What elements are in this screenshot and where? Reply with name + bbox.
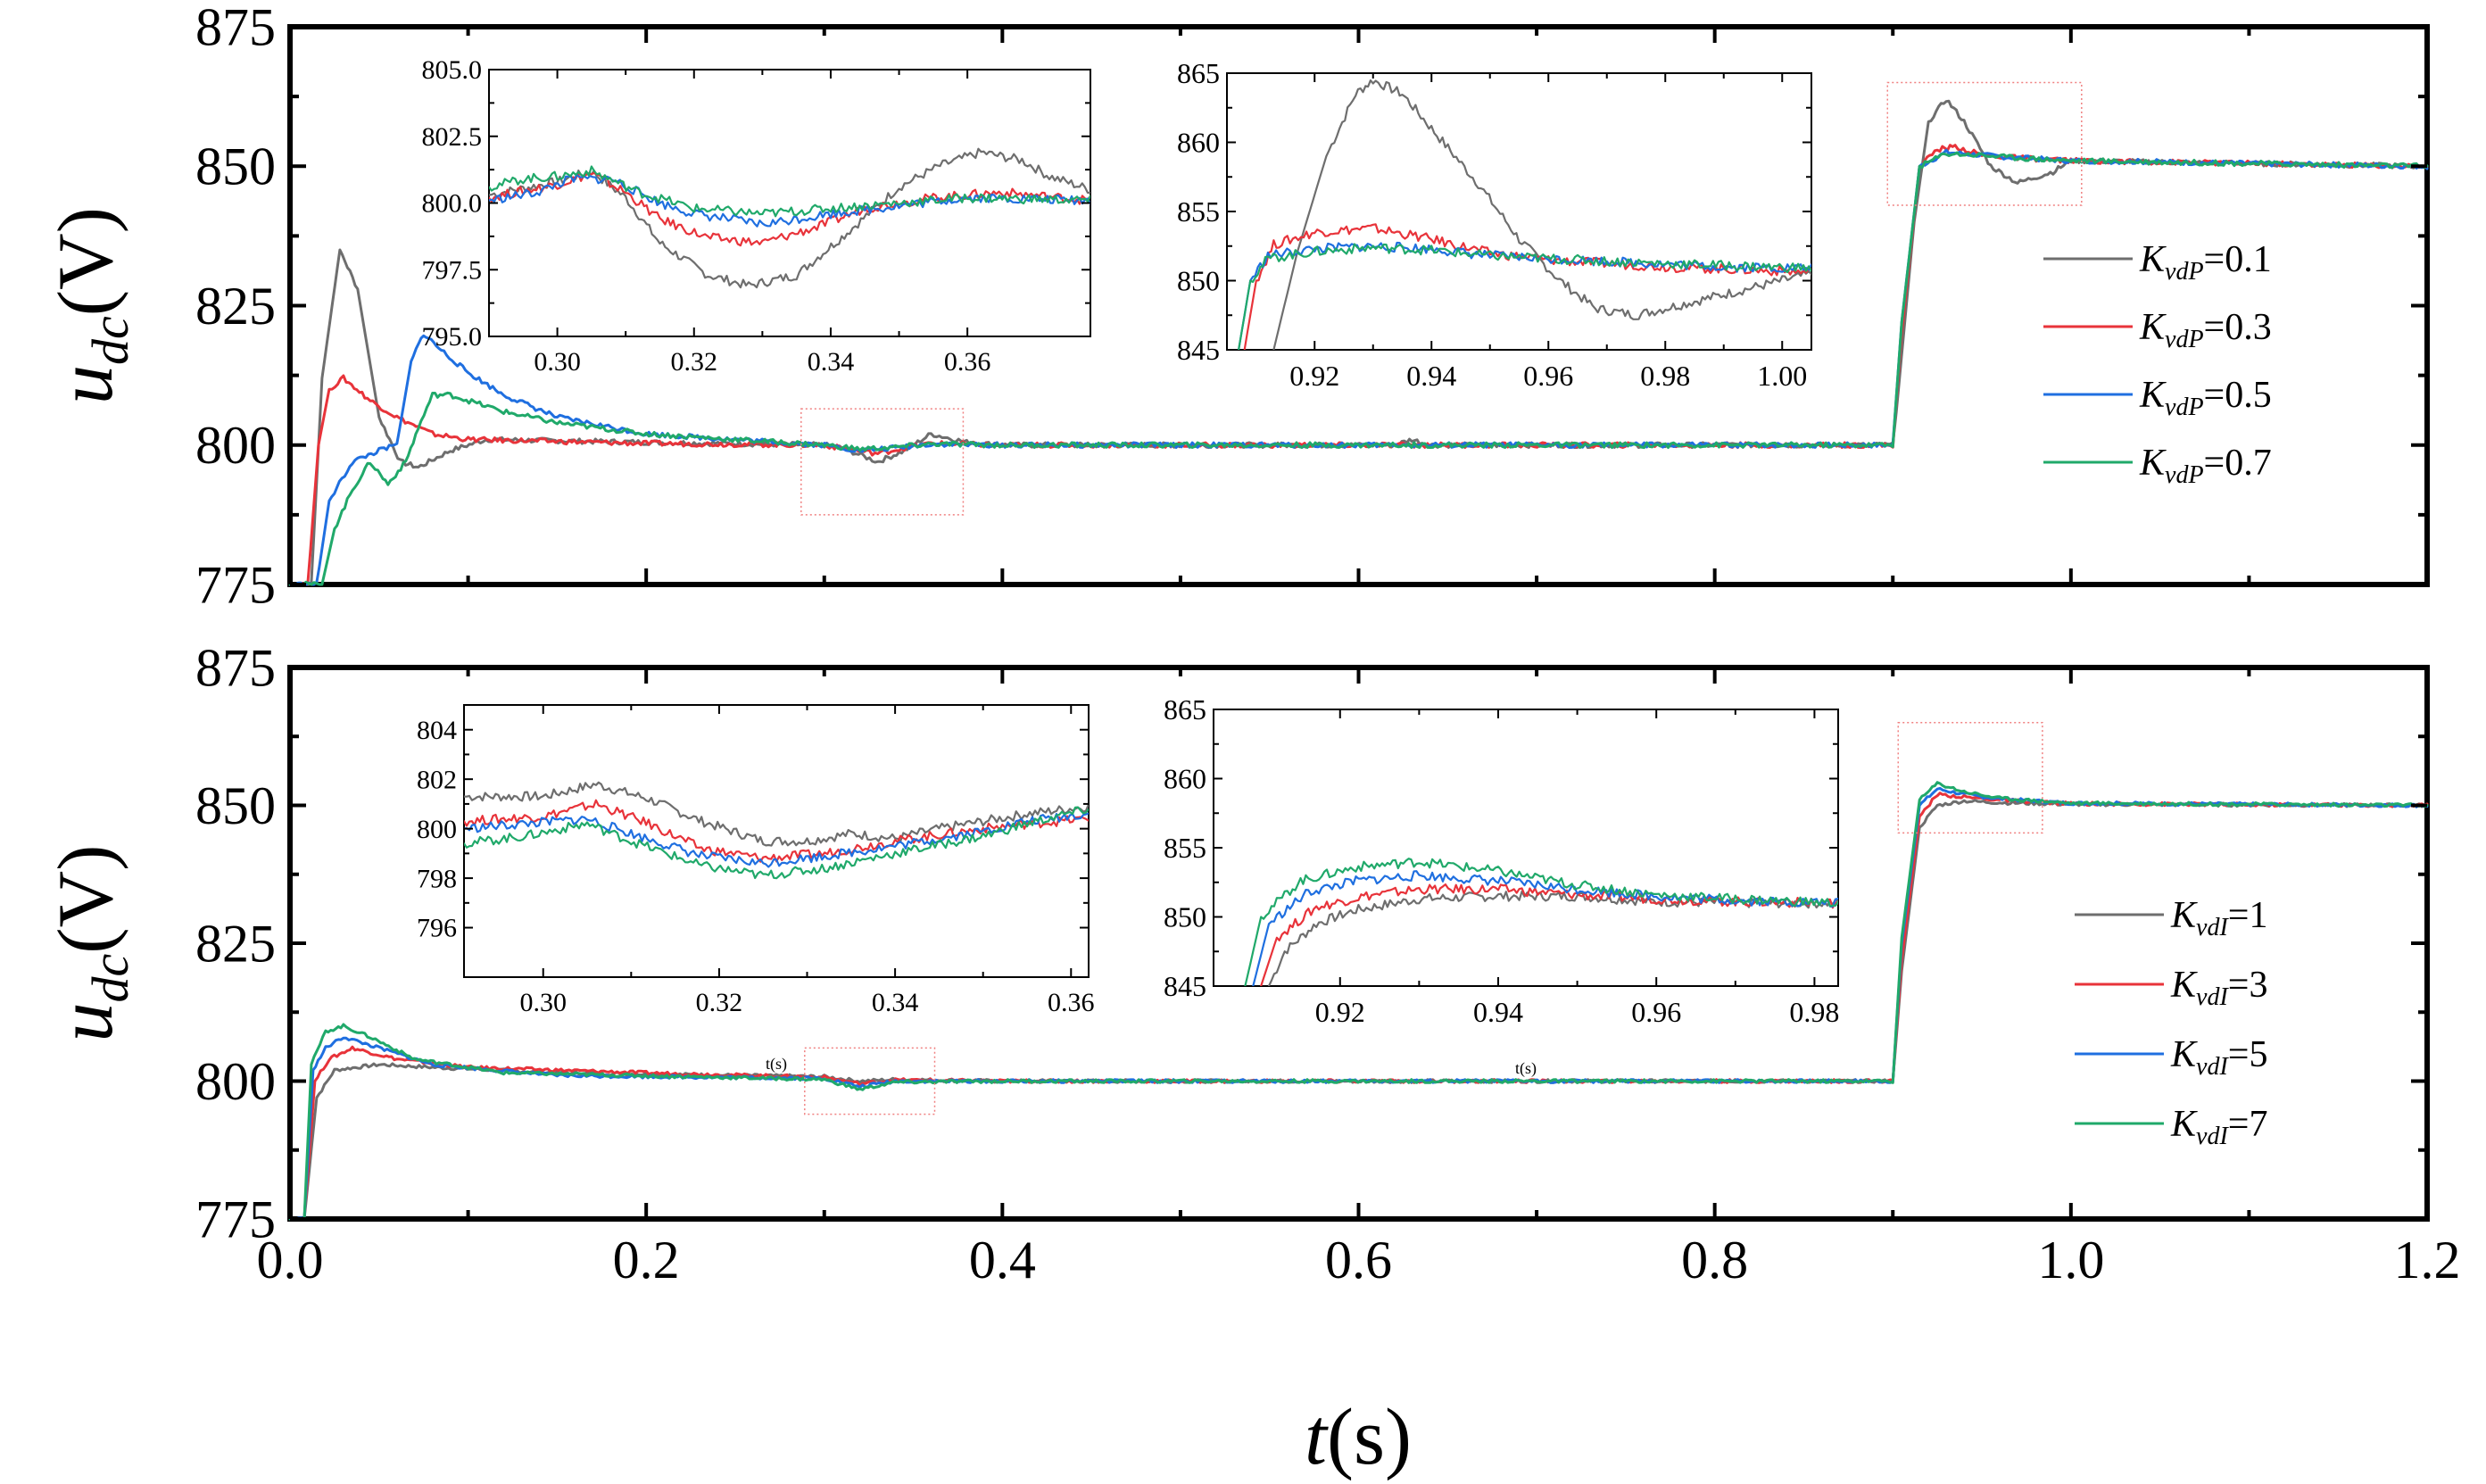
ytick-label-inset-top-left-1: 797.5: [422, 255, 483, 285]
legend-label-main-bottom-4: KvdI=7: [2170, 1104, 2267, 1150]
series-line-inset-top-left-3: [489, 173, 1090, 228]
legend-label-main-top-1: KvdP=0.1: [2139, 239, 2272, 286]
xtick-label-main-bottom-5: 1.0: [2037, 1231, 2104, 1289]
ytick-label-main-top-0: 775: [195, 555, 276, 614]
legend-label-main-top-3: KvdP=0.5: [2139, 375, 2272, 421]
ytick-label-main-bottom-4: 875: [195, 638, 276, 697]
xtick-label-inset-top-right-1: 0.94: [1406, 360, 1456, 392]
ytick-label-inset-top-right-0: 845: [1177, 334, 1220, 366]
legend-label-main-bottom-1: KvdI=1: [2170, 895, 2267, 941]
xtick-label-inset-bottom-left-1: 0.32: [696, 988, 743, 1017]
ytick-label-main-top-4: 875: [195, 0, 276, 56]
ytick-label-main-top-2: 825: [195, 277, 276, 336]
series-group-inset-bottom-left: [464, 781, 1089, 880]
xtick-label-main-bottom-3: 0.6: [1325, 1231, 1392, 1289]
ytick-label-main-bottom-3: 850: [195, 776, 276, 835]
series-group-inset-top-right: [1238, 79, 1811, 350]
inset-axis-note-1: t(s): [766, 1055, 787, 1074]
xtick-label-inset-bottom-right-1: 0.94: [1473, 996, 1523, 1028]
ytick-label-inset-bottom-right-4: 865: [1164, 693, 1206, 725]
ytick-label-main-bottom-1: 800: [195, 1052, 276, 1111]
legend-label-main-bottom-2: KvdI=3: [2170, 965, 2267, 1011]
plot-frame-inset-top-left: [488, 69, 1091, 337]
zoom-box-top-right: [1886, 81, 2083, 206]
series-group-inset-top-left: [489, 147, 1090, 289]
ylabel-main-bottom: udc(V): [43, 845, 139, 1042]
xlabel: t(s): [1305, 1393, 1412, 1481]
legend-label-main-top-2: KvdP=0.3: [2139, 307, 2272, 353]
series-line-inset-top-right-4: [1238, 243, 1811, 350]
xtick-label-inset-bottom-left-2: 0.34: [872, 988, 919, 1017]
ytick-label-inset-bottom-left-0: 796: [417, 914, 457, 943]
xtick-label-inset-top-right-3: 0.98: [1640, 360, 1690, 392]
xtick-label-main-bottom-1: 0.2: [613, 1231, 680, 1289]
series-line-inset-top-left-4: [489, 165, 1090, 218]
ytick-label-inset-top-right-1: 850: [1177, 264, 1220, 296]
series-line-inset-bottom-left-2: [464, 799, 1089, 863]
xtick-label-inset-bottom-right-0: 0.92: [1315, 996, 1365, 1028]
xtick-label-main-bottom-6: 1.2: [2394, 1231, 2461, 1289]
inset-top-right: [1226, 72, 1812, 351]
ytick-label-inset-top-left-0: 795.0: [422, 322, 483, 352]
series-group-inset-bottom-right: [1244, 858, 1838, 986]
ytick-label-inset-top-right-2: 855: [1177, 195, 1220, 228]
inset-axis-note-2: t(s): [1515, 1059, 1537, 1078]
zoom-box-bottom-right: [1897, 722, 2043, 834]
ytick-label-inset-top-left-3: 802.5: [422, 122, 483, 152]
series-line-inset-bottom-left-3: [464, 812, 1089, 868]
ytick-label-inset-top-left-2: 800.0: [422, 189, 483, 219]
xtick-label-inset-top-right-4: 1.00: [1757, 360, 1807, 392]
xtick-label-main-bottom-4: 0.8: [1681, 1231, 1748, 1289]
series-line-inset-top-right-1: [1272, 79, 1811, 350]
ytick-label-main-top-1: 800: [195, 416, 276, 475]
xtick-label-inset-top-left-0: 0.30: [534, 347, 581, 377]
series-line-inset-bottom-left-4: [464, 806, 1089, 880]
xtick-label-inset-bottom-left-0: 0.30: [519, 988, 567, 1017]
inset-bottom-left: [463, 704, 1090, 978]
inset-bottom-right: [1213, 709, 1839, 987]
ytick-label-inset-bottom-left-3: 802: [417, 765, 457, 794]
xtick-label-inset-top-left-3: 0.36: [944, 347, 991, 377]
ytick-label-inset-bottom-left-1: 798: [417, 864, 457, 893]
series-line-main-top-4: [288, 151, 2429, 586]
xtick-label-inset-bottom-left-3: 0.36: [1048, 988, 1095, 1017]
ylabel-main-top: udc(V): [43, 207, 139, 404]
xtick-label-inset-top-left-2: 0.34: [808, 347, 855, 377]
xtick-label-main-bottom-2: 0.4: [969, 1231, 1036, 1289]
xtick-label-inset-top-left-1: 0.32: [671, 347, 718, 377]
xtick-label-inset-top-right-0: 0.92: [1289, 360, 1339, 392]
inset-top-left: [488, 69, 1091, 337]
ytick-label-inset-top-left-4: 805.0: [422, 55, 483, 85]
ytick-label-inset-bottom-right-3: 860: [1164, 762, 1206, 794]
ytick-label-main-top-3: 850: [195, 137, 276, 196]
plot-frame-inset-top-right: [1226, 72, 1812, 351]
xtick-label-inset-bottom-right-3: 0.98: [1789, 996, 1839, 1028]
ytick-label-inset-bottom-right-2: 855: [1164, 832, 1206, 864]
ytick-label-inset-bottom-left-2: 800: [417, 815, 457, 844]
zoom-box-top-left: [800, 408, 965, 516]
series-line-inset-bottom-right-4: [1244, 858, 1838, 986]
ytick-label-main-bottom-2: 825: [195, 914, 276, 973]
series-line-inset-bottom-left-1: [464, 781, 1089, 847]
xtick-label-inset-bottom-right-2: 0.96: [1631, 996, 1681, 1028]
xtick-label-inset-top-right-2: 0.96: [1523, 360, 1573, 392]
plot-frame-inset-bottom-right: [1213, 709, 1839, 987]
ytick-label-inset-bottom-left-4: 804: [417, 716, 457, 745]
ytick-label-inset-bottom-right-1: 850: [1164, 900, 1206, 933]
xtick-label-main-bottom-0: 0.0: [257, 1231, 324, 1289]
legend-label-main-top-4: KvdP=0.7: [2139, 443, 2272, 489]
series-line-inset-bottom-right-3: [1252, 870, 1838, 986]
ytick-label-main-bottom-0: 775: [195, 1190, 276, 1248]
plot-frame-inset-bottom-left: [463, 704, 1090, 978]
ytick-label-inset-bottom-right-0: 845: [1164, 970, 1206, 1002]
ytick-label-inset-top-right-4: 865: [1177, 57, 1220, 89]
legend-label-main-bottom-3: KvdI=5: [2170, 1034, 2267, 1081]
series-line-main-bottom-4: [288, 781, 2429, 1221]
ytick-label-inset-top-right-3: 860: [1177, 126, 1220, 158]
